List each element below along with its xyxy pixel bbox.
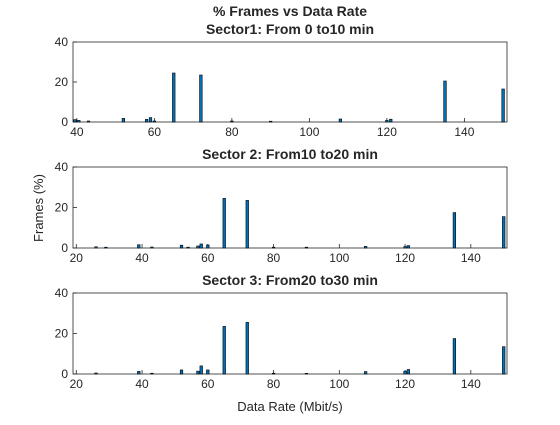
bar xyxy=(222,198,226,249)
bar xyxy=(77,120,81,123)
x-tick-label: 120 xyxy=(377,125,397,139)
bar xyxy=(186,246,190,249)
subplot-title: Sector 3: From20 to30 min xyxy=(202,272,378,288)
bar xyxy=(269,120,273,123)
x-tick-label: 60 xyxy=(201,251,215,265)
y-tick-label: 20 xyxy=(55,75,69,89)
bar xyxy=(206,244,210,249)
x-tick-label: 80 xyxy=(267,251,281,265)
bar xyxy=(148,117,153,123)
bar xyxy=(245,200,249,249)
axes-box xyxy=(72,41,508,123)
bar xyxy=(152,120,156,123)
bar xyxy=(94,372,98,375)
y-tick-label: 40 xyxy=(55,286,69,300)
x-tick-label: 100 xyxy=(329,377,349,391)
subplot-title: Sector1: From 0 to10 min xyxy=(206,21,374,37)
bar xyxy=(196,245,200,249)
bar xyxy=(406,245,410,249)
y-tick-label: 0 xyxy=(61,241,68,255)
y-tick-label: 0 xyxy=(61,367,68,381)
x-tick-label: 40 xyxy=(135,251,149,265)
bar xyxy=(245,322,249,375)
bar xyxy=(150,372,154,375)
bar xyxy=(137,371,141,375)
x-tick-label: 140 xyxy=(461,251,481,265)
bar xyxy=(196,370,200,375)
x-tick-label: 100 xyxy=(329,251,349,265)
x-tick-label: 60 xyxy=(148,125,162,139)
bar xyxy=(206,369,210,375)
bar xyxy=(304,373,309,375)
bar xyxy=(271,372,276,375)
bar xyxy=(304,246,309,249)
bar xyxy=(86,120,91,123)
bar xyxy=(452,338,456,375)
x-tick-label: 120 xyxy=(395,251,415,265)
x-axis-label: Data Rate (Mbit/s) xyxy=(237,399,342,414)
y-tick-label: 0 xyxy=(61,115,68,129)
bar xyxy=(364,371,368,375)
bar xyxy=(271,246,276,249)
bar xyxy=(179,369,184,375)
y-tick-label: 40 xyxy=(55,160,69,174)
bar xyxy=(406,369,410,375)
x-tick-label: 40 xyxy=(135,377,149,391)
bar xyxy=(121,118,125,123)
x-tick-label: 80 xyxy=(267,377,281,391)
y-axis-label: Frames (%) xyxy=(31,174,46,242)
bar xyxy=(104,246,108,249)
bar xyxy=(364,246,368,249)
x-tick-label: 100 xyxy=(299,125,319,139)
bar xyxy=(502,216,506,249)
x-tick-label: 120 xyxy=(395,377,415,391)
bar xyxy=(385,120,389,123)
bar xyxy=(338,118,342,123)
bar xyxy=(150,246,154,249)
bar xyxy=(403,370,407,375)
bar xyxy=(403,246,407,249)
y-tick-label: 20 xyxy=(55,201,69,215)
y-tick-label: 20 xyxy=(55,327,69,341)
bar xyxy=(443,80,447,123)
bar xyxy=(94,246,98,249)
x-tick-label: 20 xyxy=(70,251,84,265)
bar xyxy=(137,244,141,249)
bar xyxy=(199,243,203,249)
subplot-title: Sector 2: From10 to20 min xyxy=(202,146,378,162)
axes-box xyxy=(72,292,508,375)
x-tick-label: 20 xyxy=(70,377,84,391)
x-tick-label: 40 xyxy=(70,125,84,139)
bar xyxy=(145,119,149,123)
subplot-1: Sector1: From 0 to10 min 0 20 40 40 60 80 100 12… xyxy=(55,21,508,139)
bar xyxy=(179,244,184,249)
x-tick-label: 80 xyxy=(225,125,239,139)
axes-box xyxy=(72,166,508,249)
bar xyxy=(199,365,203,375)
bar xyxy=(501,88,505,123)
bar xyxy=(73,119,77,123)
bar xyxy=(452,212,456,249)
bar xyxy=(222,326,226,375)
y-tick-label: 40 xyxy=(55,35,69,49)
x-tick-label: 60 xyxy=(201,377,215,391)
x-tick-label: 140 xyxy=(461,377,481,391)
x-tick-label: 140 xyxy=(454,125,474,139)
bar xyxy=(389,118,393,123)
figure-title: % Frames vs Data Rate xyxy=(213,3,367,19)
bar xyxy=(199,74,203,123)
bar xyxy=(502,346,506,375)
bar xyxy=(230,120,234,123)
bar xyxy=(172,72,176,123)
